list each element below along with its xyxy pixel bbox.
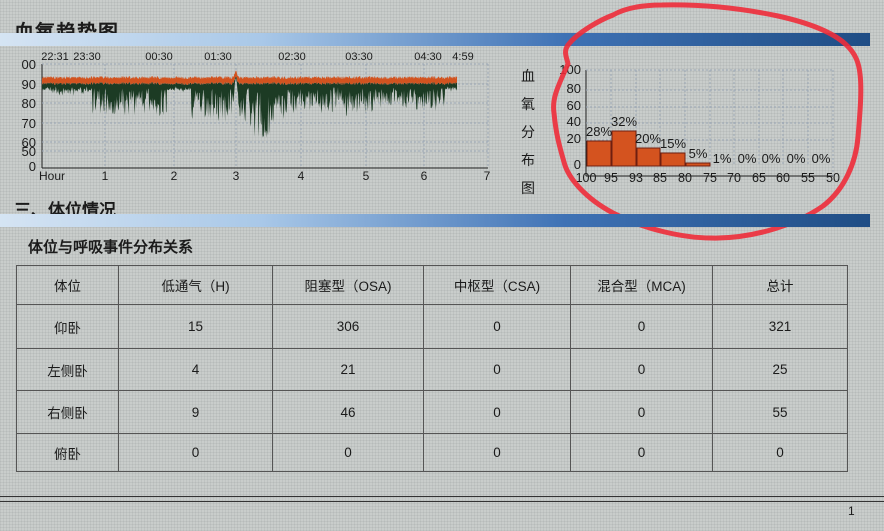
svg-text:70: 70 xyxy=(727,171,741,185)
svg-text:75: 75 xyxy=(703,171,717,185)
svg-text:100: 100 xyxy=(576,171,597,185)
svg-text:65: 65 xyxy=(752,171,766,185)
svg-text:32%: 32% xyxy=(611,114,637,129)
svg-text:0: 0 xyxy=(574,157,581,172)
svg-text:0%: 0% xyxy=(812,151,831,166)
svg-text:80: 80 xyxy=(567,81,581,96)
svg-text:55: 55 xyxy=(801,171,815,185)
svg-text:50: 50 xyxy=(826,171,840,185)
svg-text:85: 85 xyxy=(653,171,667,185)
svg-text:95: 95 xyxy=(604,171,618,185)
svg-text:0%: 0% xyxy=(738,151,757,166)
svg-text:28%: 28% xyxy=(586,124,612,139)
svg-text:100: 100 xyxy=(559,62,581,77)
svg-text:20: 20 xyxy=(567,131,581,146)
svg-text:0%: 0% xyxy=(762,151,781,166)
svg-text:0%: 0% xyxy=(787,151,806,166)
svg-text:93: 93 xyxy=(629,171,643,185)
svg-text:15%: 15% xyxy=(660,136,686,151)
svg-text:60: 60 xyxy=(567,98,581,113)
svg-text:20%: 20% xyxy=(635,131,661,146)
svg-text:80: 80 xyxy=(678,171,692,185)
svg-text:5%: 5% xyxy=(689,146,708,161)
svg-text:40: 40 xyxy=(567,114,581,129)
svg-text:1%: 1% xyxy=(713,151,732,166)
svg-text:60: 60 xyxy=(776,171,790,185)
